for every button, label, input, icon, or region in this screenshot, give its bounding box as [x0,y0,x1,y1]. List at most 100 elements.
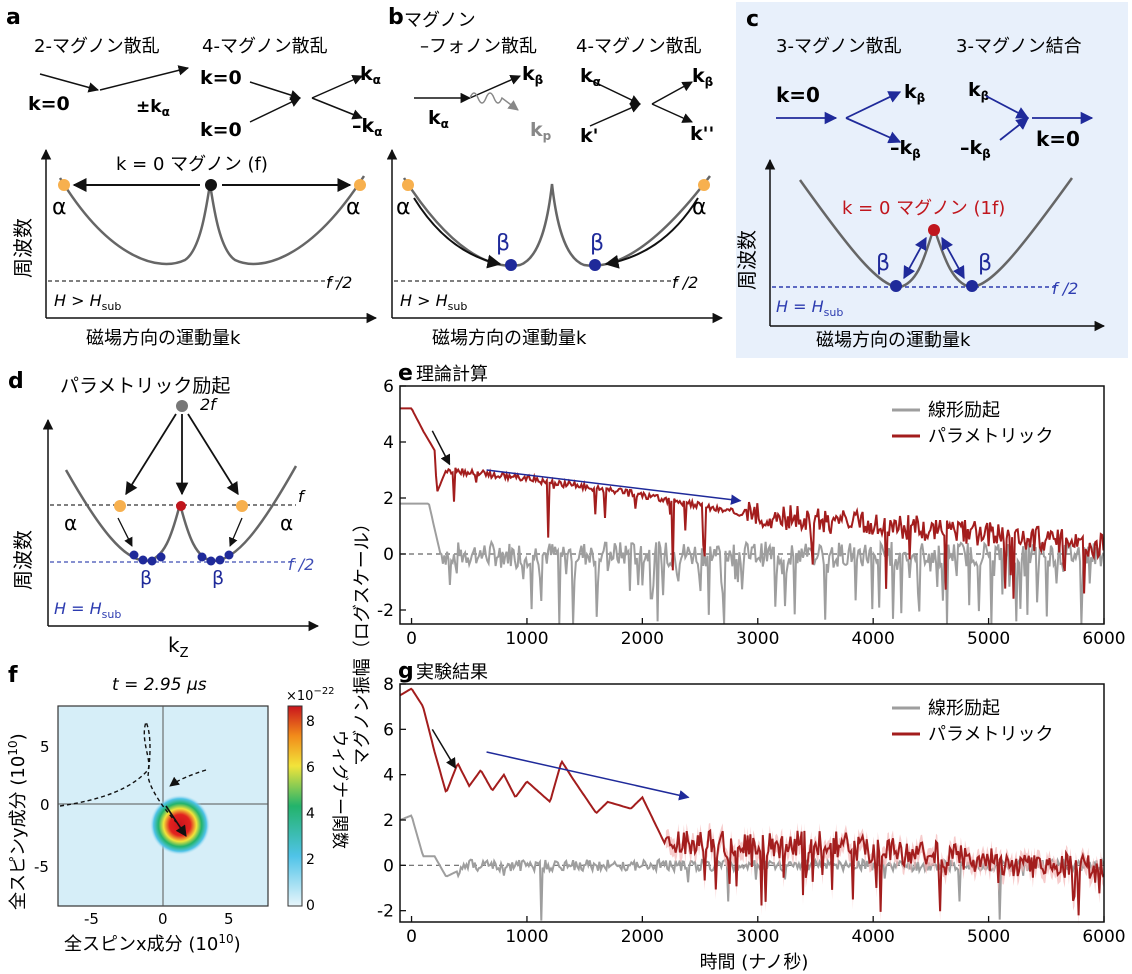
arrow [311,97,363,120]
panel-e-letter: e [398,361,413,386]
panel-a-process1: 2-マグノン散乱 [34,36,160,57]
x-tick-label: 2000 [621,927,664,947]
shared-x-axis-label: 時間 (ナノ秒) [700,952,809,973]
beta-label: β [496,231,510,256]
svg-text:4: 4 [306,806,315,822]
arrow [941,236,965,280]
x-tick-label: 0 [406,927,417,947]
kb-label: kβ [904,81,926,105]
alpha-label: α [280,511,293,535]
arrow [999,117,1029,141]
y-tick-label: 0 [383,545,394,565]
arrow [985,95,1030,119]
condition-label: H > Hsub [54,291,121,313]
arrow [229,517,243,547]
arrow [845,91,902,119]
panel-a: a 2-マグノン散乱 4-マグノン散乱 k=0 ±kα k=0 k=0 kα –… [6,5,382,349]
x-tick-label: 3000 [736,629,779,649]
alpha-label: α [52,195,67,220]
kdprime-label: k'' [690,123,714,145]
trend-arrow [431,430,451,466]
arrow [165,805,187,837]
series-line-1 [400,407,1105,599]
x-axis-label: kZ [168,633,189,661]
x-tick-label: 4000 [852,629,895,649]
f-x-axis-label: 全スピンx成分 (1010) [64,932,241,955]
arrow [651,103,693,123]
y-tick-label: -2 [377,601,394,621]
beta-label: β [590,231,604,256]
k0-label: k=0 [200,119,242,141]
dispersion-curve [402,175,711,267]
panel-a-letter: a [6,5,21,30]
arrow [651,81,693,105]
kb-label: kβ [968,79,990,103]
x-axis-label: 磁場方向の運動量k [86,328,241,349]
time-label: t = 2.95 μs [112,675,207,695]
panel-f-letter: f [8,663,18,688]
y-tick-label: 6 [383,720,394,740]
arrow [99,65,190,91]
alpha-magnon-dot [58,179,70,191]
svg-text:5: 5 [224,910,234,928]
neg-ka-label: –kα [352,115,382,139]
f-x-ticks: -5 0 5 [84,910,234,928]
arrow [187,413,239,496]
legend-label: パラメトリック [928,724,1053,745]
beta-magnon-dot [589,259,601,271]
trajectory [59,720,177,823]
beta-label: β [978,251,992,276]
beta-label: β [212,567,224,589]
colorbar-label: ウィグナー関数 [329,730,349,849]
chart-experiment: 0 1000 2000 3000 4000 5000 6000 -2 0 2 4 6 8 線形励起パラメト… [377,675,1126,947]
condition-label: H = Hsub [54,599,121,621]
beta-magnon-dot [890,280,902,292]
trend-arrow [486,751,690,801]
alpha-magnon-dot [698,179,710,191]
x-axis-label: 磁場方向の運動量k [432,328,587,349]
alpha-label: α [692,195,707,220]
x-tick-label: 3000 [736,927,779,947]
condition-label: H > Hsub [400,291,467,313]
kp-label: kp [530,119,552,143]
colorbar-ticks: 0 2 4 6 8 [306,714,315,914]
arrow [125,413,177,496]
k0-magnon-label: k = 0 マグノン (1f) [842,198,1005,219]
panel-g-letter: g [398,659,414,684]
y-axis-label: 周波数 [11,218,35,278]
plot-frame [399,683,1105,923]
k0-label: k=0 [200,67,242,89]
y-axis-label: 周波数 [11,530,35,590]
svg-text:5: 5 [40,738,50,756]
arrow [604,197,699,269]
y-tick-label: 0 [383,856,394,876]
k0-label: k=0 [28,93,70,115]
panel-e-title: 理論計算 [416,364,488,385]
series-line-0 [400,502,1105,625]
k0-magnon-dot [928,224,940,236]
pm-ka-label: ±kα [136,97,170,119]
panel-c-letter: c [746,7,759,32]
x-tick-label: 6000 [1082,629,1125,649]
plot-frame [399,385,1105,625]
svg-text:2: 2 [306,852,315,868]
panel-c-process2: 3-マグノン結合 [956,36,1082,57]
ka-label: kα [580,65,601,89]
panel-c-process1: 3-マグノン散乱 [776,36,902,57]
pump-dot [176,400,188,412]
panel-a-process2: 4-マグノン散乱 [202,36,328,57]
two-f-label: 2f [200,395,218,414]
x-axis-label: 磁場方向の運動量k [816,330,971,351]
ka-label: kα [428,107,449,131]
alpha-label: α [396,195,411,220]
y-tick-label: 8 [383,675,394,695]
panel-b: b マグノン –フォノン散乱 4-マグノン散乱 kα kβ kp kα k' k… [386,5,724,349]
phonon-arrow [469,92,519,111]
arrow [311,75,363,99]
arrow [413,197,502,269]
series-line-1 [399,687,1105,916]
kb-label: kβ [522,63,544,87]
svg-text:0: 0 [306,898,315,914]
panel-c: c 3-マグノン散乱 3-マグノン結合 k=0 kβ –kβ kβ –kβ k=… [735,7,1106,351]
